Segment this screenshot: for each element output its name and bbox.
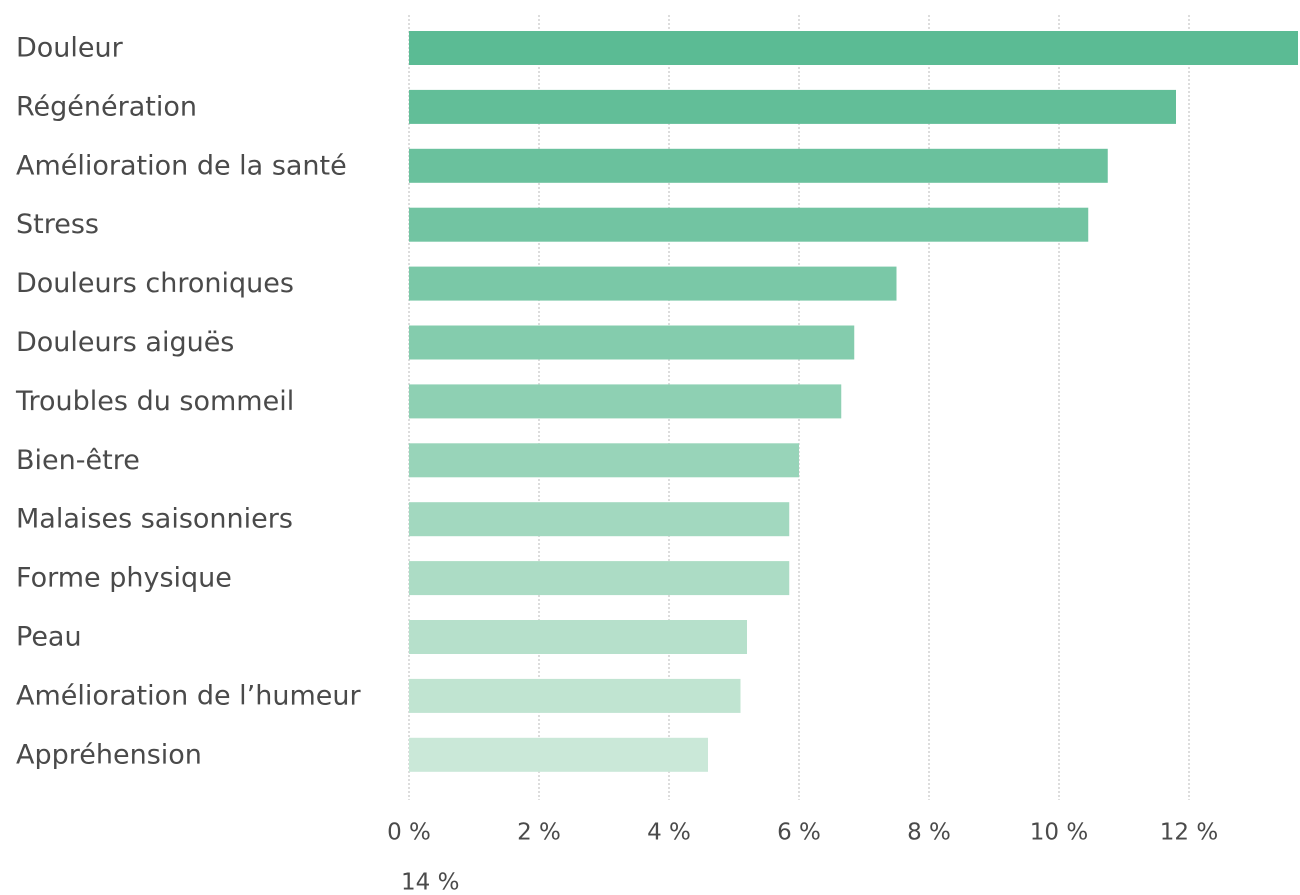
y-tick-label: Malaises saisonniers [16, 504, 293, 535]
y-tick-label: Régénération [16, 91, 197, 122]
x-tick-label: 8 % [907, 820, 951, 846]
y-tick-label: Stress [16, 209, 99, 240]
x-tick-label: 4 % [647, 820, 691, 846]
y-tick-label: Douleur [16, 33, 124, 64]
bar [409, 443, 799, 478]
bar [409, 384, 842, 419]
bar [409, 620, 747, 654]
y-tick-label: Troubles du sommeil [15, 386, 294, 417]
y-tick-label: Amélioration de l’humeur [16, 680, 362, 711]
y-tick-label: Peau [16, 622, 82, 653]
bar [409, 266, 897, 301]
bar [409, 325, 855, 360]
y-tick-label: Appréhension [16, 739, 202, 770]
bar [409, 89, 1176, 124]
y-tick-label: Forme physique [16, 563, 232, 594]
x-tick-label: 0 % [387, 820, 431, 846]
y-tick-label: Douleurs chroniques [16, 268, 294, 299]
bar [409, 148, 1108, 183]
y-tick-label: Bien-être [16, 445, 140, 476]
bar [409, 207, 1089, 242]
x-tick-label: 6 % [777, 820, 821, 846]
x-tick-label: 2 % [517, 820, 561, 846]
bar [409, 31, 1298, 65]
x-tick-label: 14 % [401, 870, 459, 895]
bar [409, 561, 790, 596]
x-tick-label: 10 % [1030, 820, 1088, 846]
y-tick-label: Amélioration de la santé [16, 150, 347, 181]
bar [409, 737, 708, 772]
bar [409, 678, 741, 713]
x-tick-label: 12 % [1160, 820, 1218, 846]
bar [409, 502, 790, 537]
y-tick-label: Douleurs aiguës [16, 327, 234, 358]
